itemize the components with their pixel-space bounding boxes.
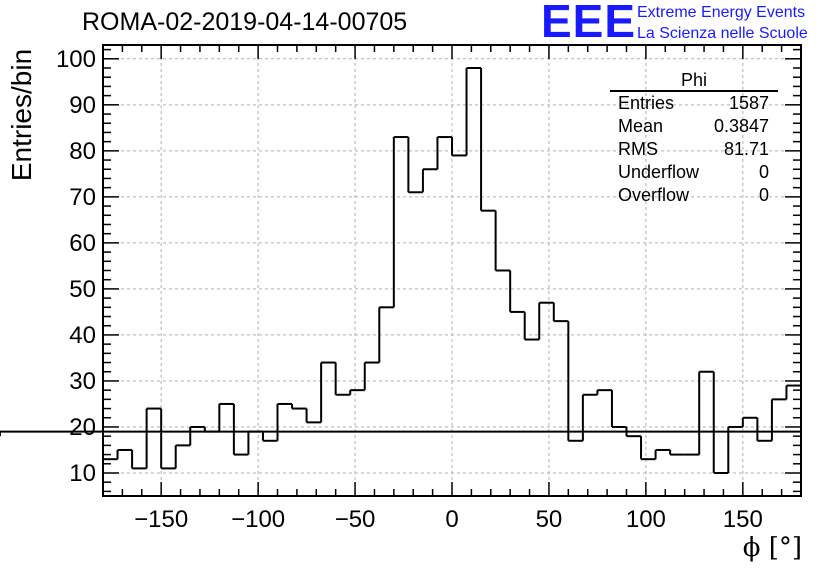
- y-tick-label: 10: [69, 460, 96, 487]
- y-tick-label: 50: [69, 276, 96, 303]
- y-tick-label: 100: [56, 46, 96, 73]
- x-tick-label: 50: [536, 506, 563, 533]
- stats-value: 0: [758, 185, 769, 205]
- tick-labels: −150 −100 −50 0 50 100 150 10 20 30 40 50 60 70 80 90 10…: [56, 46, 763, 533]
- x-tick-label: −100: [231, 506, 285, 533]
- histogram-series: [0, 67, 802, 474]
- y-tick-label: 60: [69, 230, 96, 257]
- stats-label: Overflow: [618, 185, 690, 205]
- x-tick-label: −50: [335, 506, 376, 533]
- y-tick-label: 90: [69, 92, 96, 119]
- stats-title: Phi: [610, 70, 778, 92]
- stats-label: Underflow: [618, 162, 700, 182]
- stats-value: 81.71: [723, 139, 769, 159]
- logo-subtitle-1: Extreme Energy Events: [637, 4, 806, 21]
- x-axis-label: ϕ [°]: [742, 533, 802, 563]
- stats-value: 0: [758, 162, 769, 182]
- stats-label: Entries: [618, 93, 675, 113]
- chart-title: ROMA-02-2019-04-14-00705: [82, 8, 408, 36]
- stats-row-underflow: Underflow 0: [610, 161, 778, 184]
- axes: [102, 44, 802, 497]
- x-tick-label: 0: [445, 506, 458, 533]
- stats-row-overflow: Overflow 0: [610, 184, 778, 207]
- x-tick-label: 150: [723, 506, 763, 533]
- y-tick-label: 80: [69, 138, 96, 165]
- y-axis-label: Entries/bin: [6, 48, 37, 182]
- stats-row-entries: Entries 1587: [610, 92, 778, 115]
- y-tick-label: 70: [69, 184, 96, 211]
- x-tick-label: 100: [626, 506, 666, 533]
- stats-value: 1587: [728, 93, 769, 113]
- y-tick-label: 30: [69, 368, 96, 395]
- logo-subtitle-2: La Scienza nelle Scuole: [637, 25, 808, 42]
- stats-row-mean: Mean 0.3847: [610, 115, 778, 138]
- stats-value: 0.3847: [713, 116, 769, 136]
- stats-label: RMS: [618, 139, 658, 159]
- stats-label: Mean: [618, 116, 664, 136]
- y-tick-label: 40: [69, 322, 96, 349]
- eee-logo: EEE: [541, 0, 637, 47]
- stats-row-rms: RMS 81.71: [610, 138, 778, 161]
- stats-box: Phi Entries 1587 Mean 0.3847 RMS 81.71 U…: [610, 70, 778, 207]
- y-tick-label: 20: [69, 414, 96, 441]
- x-tick-label: −150: [134, 506, 188, 533]
